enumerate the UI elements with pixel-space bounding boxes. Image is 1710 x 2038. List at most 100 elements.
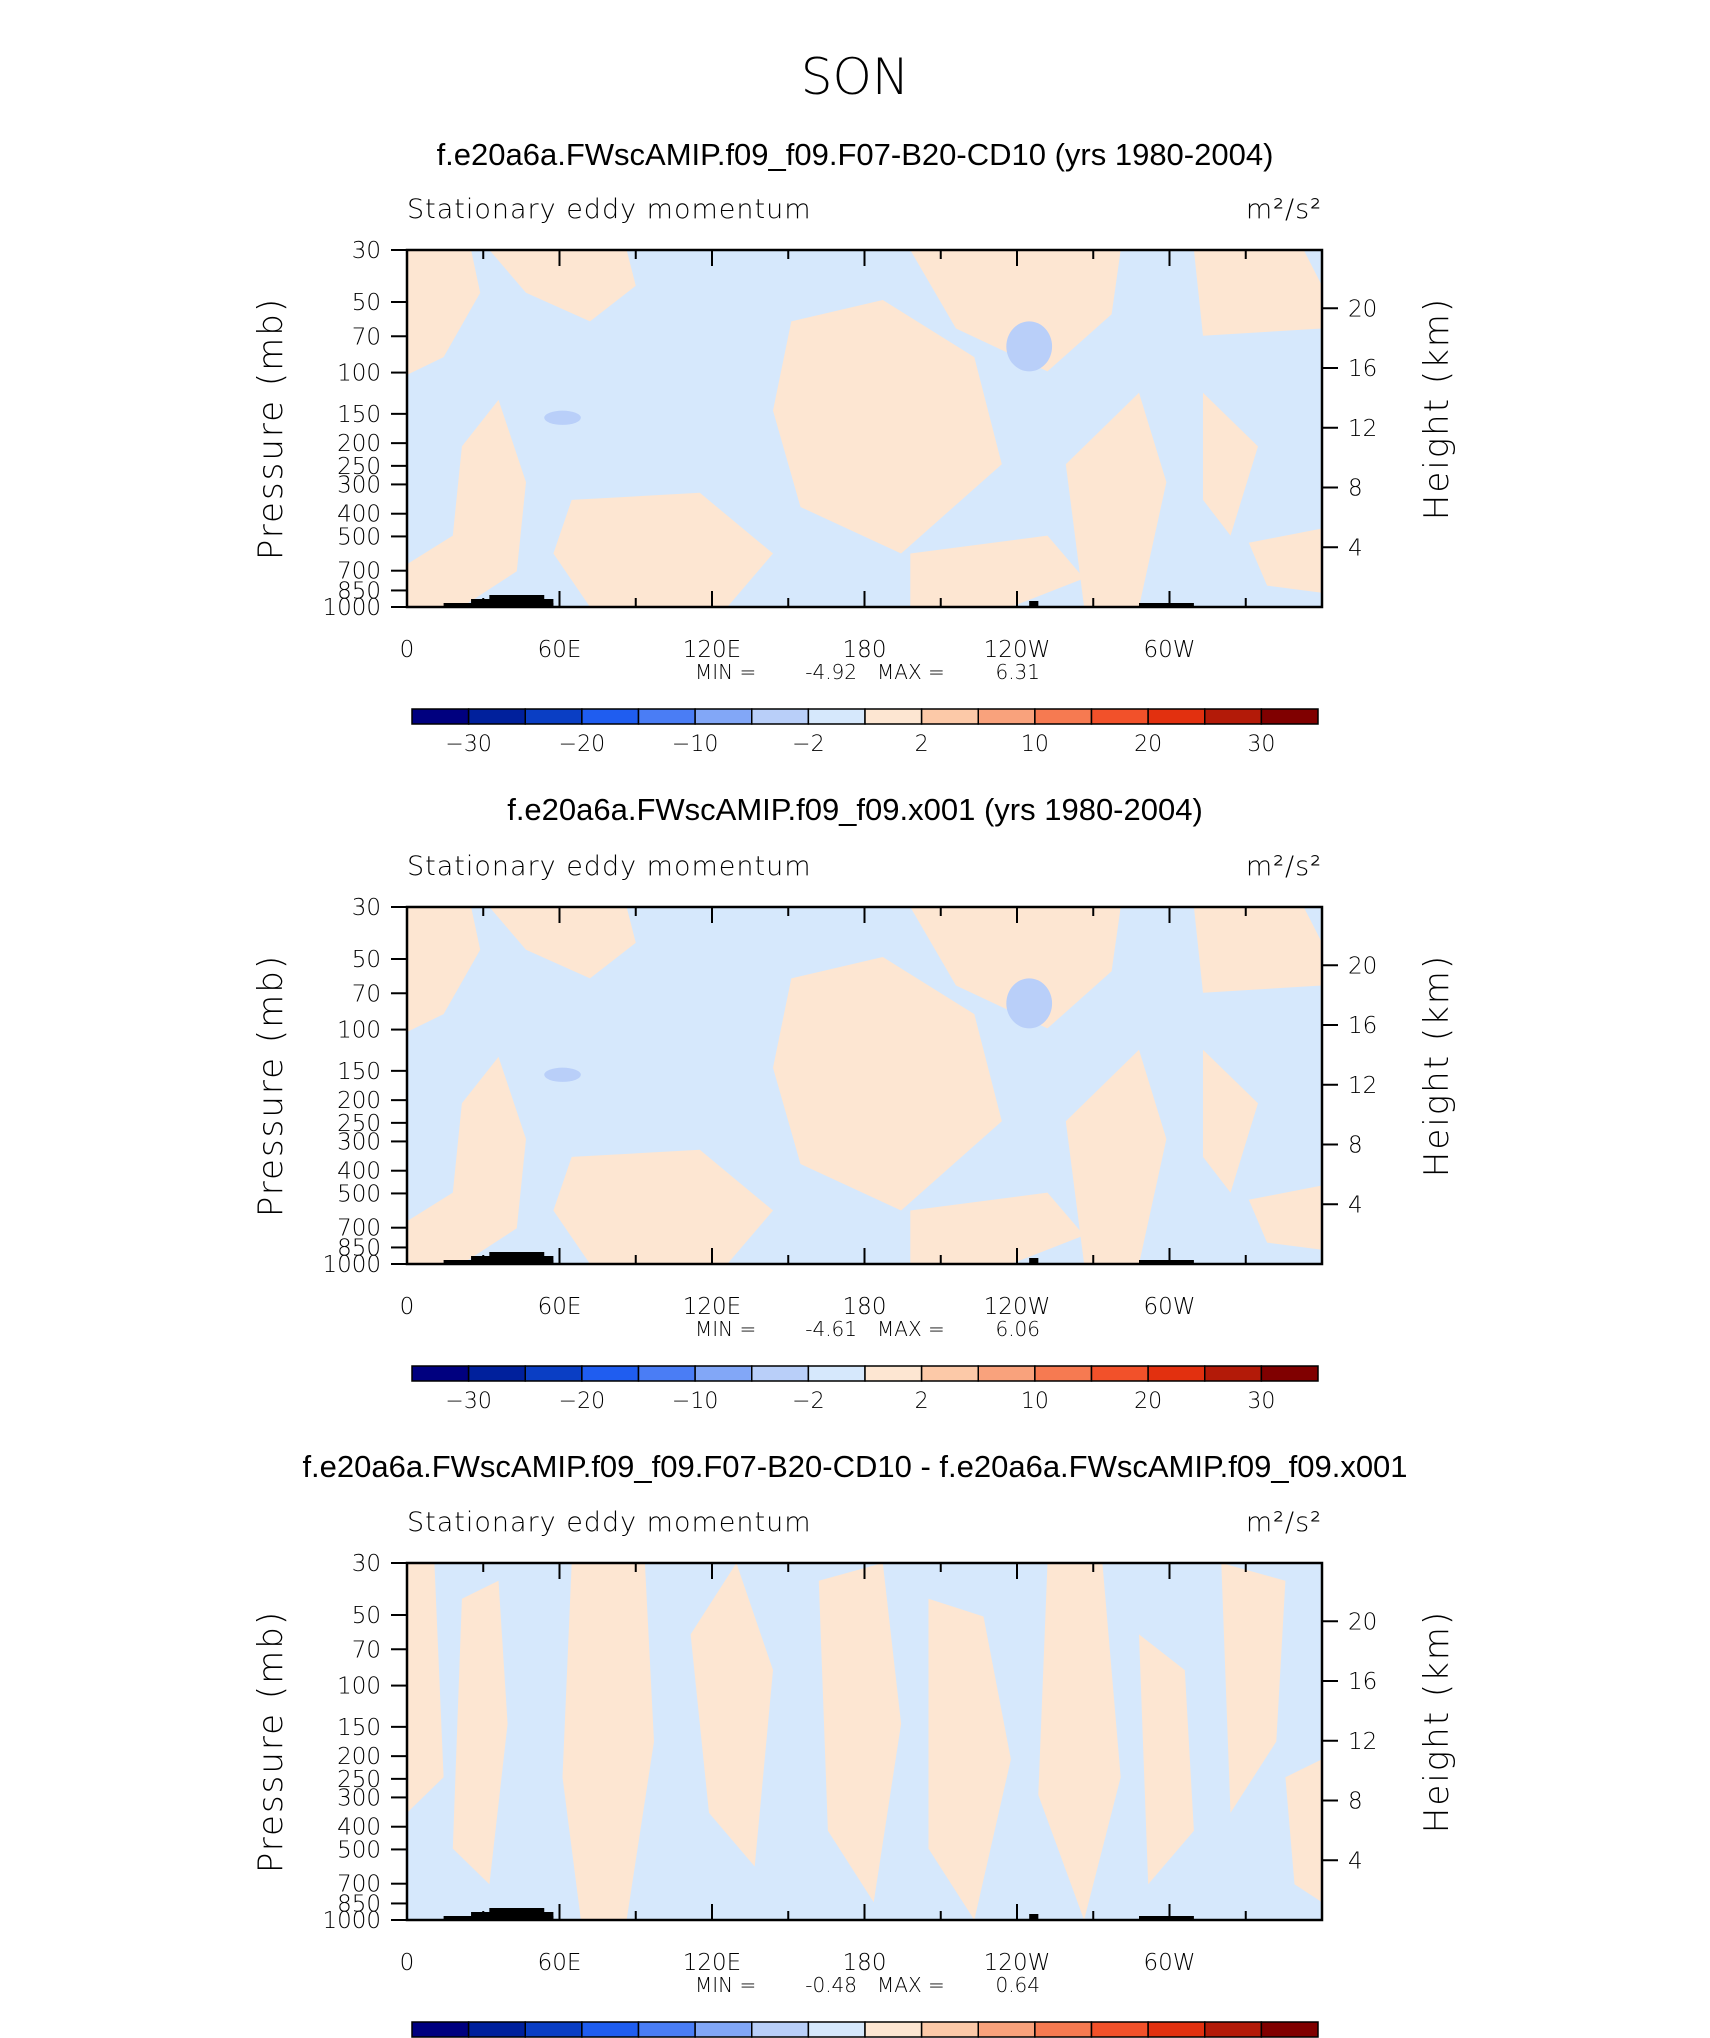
y-right-tick-label: 4 [1348,535,1363,561]
colorbar-swatch [807,708,866,725]
colorbar-label: 2 [915,732,929,757]
y-tick-label: 700 [337,1216,381,1242]
contour-region [1203,392,1258,536]
y-tick-label: 250 [337,1111,381,1137]
colorbar-swatch [467,1365,526,1382]
colorbar-swatch [864,1365,923,1382]
units-label: m²/s² [1246,1507,1322,1538]
y-tick-label: 400 [337,1159,381,1185]
contour-region [1038,1563,1121,1920]
colorbar-label: −20 [559,1389,605,1414]
y-right-tick-label: 12 [1348,1729,1377,1755]
colorbar-label: 10 [1021,1389,1049,1414]
terrain-block [1139,603,1194,607]
contour-region [910,535,1085,607]
y-tick-label: 1000 [322,1252,381,1278]
y-right-tick-label: 8 [1348,1133,1363,1159]
max-label: MAX = [877,660,945,684]
colorbar-swatch [1090,708,1149,725]
x-tick-label: 60W [1143,1950,1195,1976]
y-tick-label: 50 [352,947,381,973]
colorbar-swatch [1260,2021,1319,2038]
colorbar-swatch [411,1365,470,1382]
colorbar-swatch [864,708,923,725]
panels: f.e20a6a.FWscAMIP.f09_f09.F07-B20-CD10 (… [251,137,1457,2038]
colorbar-label: −30 [445,732,491,757]
x-tick-label: 60W [1143,1294,1195,1320]
min-value: -4.92 [805,660,857,684]
colorbar-swatch [694,708,753,725]
x-tick-label: 180 [843,1950,887,1976]
colorbar-swatch [581,2021,640,2038]
panel-subtitle: Stationary eddy momentum [407,851,812,882]
y-right-tick-label: 12 [1348,1073,1377,1099]
colorbar-label: −20 [559,732,605,757]
contour-region [544,1067,581,1082]
colorbar-swatch [1260,1365,1319,1382]
y-right-tick-label: 20 [1348,296,1377,322]
max-value: 6.31 [995,660,1040,684]
terrain-block [489,595,545,607]
y-right-tick-label: 4 [1348,1848,1363,1874]
y-right-tick-label: 16 [1348,1669,1377,1695]
colorbar-swatch [524,2021,583,2038]
terrain-block [1029,1914,1039,1920]
colorbar-swatch [1034,2021,1093,2038]
colorbar-swatch [1147,708,1206,725]
colorbar-swatch [1147,2021,1206,2038]
y-tick-label: 30 [352,238,381,264]
contour-region [452,1580,508,1885]
min-value: -0.48 [805,1973,857,1997]
contour-region [1285,1759,1322,1903]
colorbar: −30 −20 −10 −2 2 10 20 30 [411,1365,1319,1414]
max-value: 0.64 [995,1973,1040,1997]
contour-region [910,250,1121,372]
colorbar: −30 −20 −10 −2 2 10 20 30 [411,708,1319,757]
colorbar-swatch [920,1365,979,1382]
y-tick-label: 700 [337,559,381,585]
contour-region [1139,1634,1194,1885]
x-tick-label: 60E [538,637,582,663]
y-tick-label: 500 [337,1837,381,1863]
contour-region [562,1563,654,1920]
colorbar-swatch [1034,1365,1093,1382]
y-tick-label: 850 [337,1891,381,1917]
y-tick-label: 30 [352,895,381,921]
contour-region [1248,528,1322,593]
colorbar-label: −10 [672,1389,718,1414]
colorbar-swatch [694,1365,753,1382]
colorbar-label: −30 [445,1389,491,1414]
colorbar-label: 10 [1021,732,1049,757]
contour-fill [407,1563,1322,1920]
contour-region [407,1563,444,1813]
panel-title: f.e20a6a.FWscAMIP.f09_f09.F07-B20-CD10 -… [302,1449,1407,1484]
y-right-tick-label: 20 [1348,1609,1377,1635]
contour-region [1193,907,1322,993]
y-right-tick-label: 20 [1348,953,1377,979]
colorbar-swatch [637,1365,696,1382]
x-tick-label: 0 [400,1950,415,1976]
y-tick-label: 100 [337,361,381,387]
colorbar-swatch [581,1365,640,1382]
y-right-tick-label: 16 [1348,1013,1377,1039]
y-tick-label: 400 [337,502,381,528]
max-label: MAX = [877,1973,945,1997]
x-tick-label: 180 [843,1294,887,1320]
colorbar-swatch [694,2021,753,2038]
y-axis-label: Pressure (mb) [251,954,291,1217]
y-tick-label: 200 [337,431,381,457]
y-right-tick-label: 4 [1348,1192,1363,1218]
contour-region [407,250,481,375]
y-tick-label: 150 [337,1059,381,1085]
y-tick-label: 30 [352,1551,381,1577]
colorbar-swatch [977,2021,1036,2038]
max-label: MAX = [877,1317,945,1341]
colorbar-label: 30 [1247,732,1275,757]
y-tick-label: 50 [352,1603,381,1629]
y-axis-label: Pressure (mb) [251,1610,291,1873]
colorbar-swatch [807,1365,866,1382]
y-tick-label: 70 [352,1637,381,1663]
y-tick-label: 500 [337,524,381,550]
y-tick-label: 1000 [322,1908,381,1934]
y-tick-label: 70 [352,324,381,350]
